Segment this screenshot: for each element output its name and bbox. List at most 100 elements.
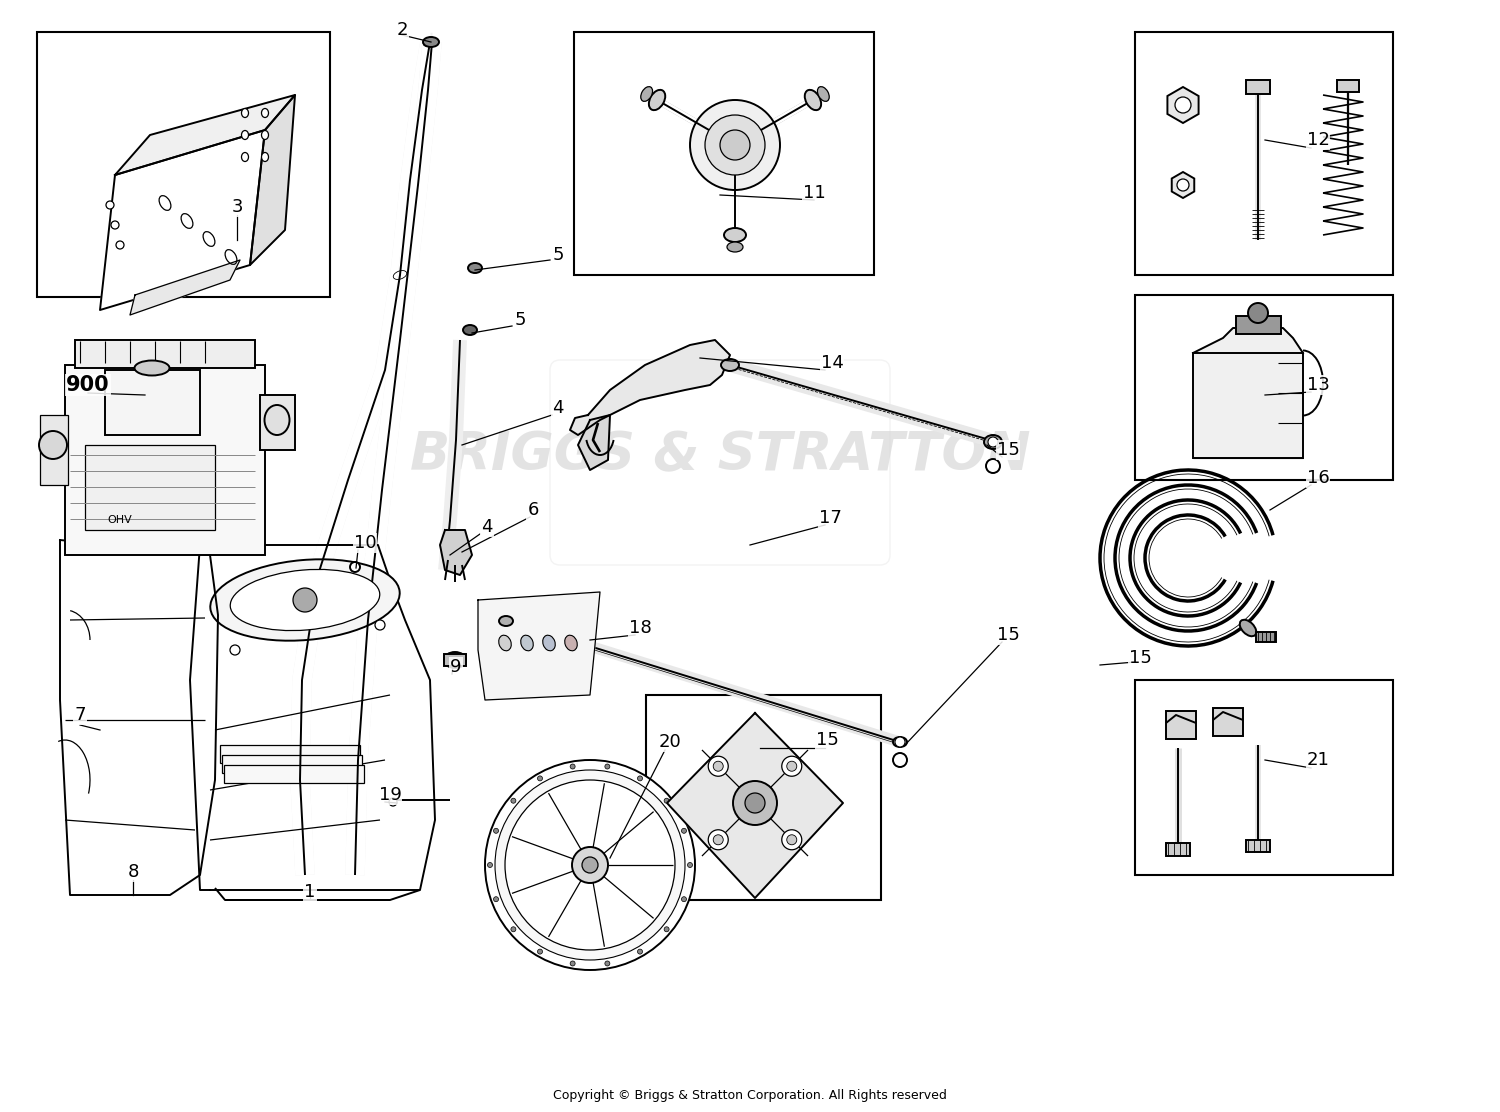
Ellipse shape (225, 249, 237, 265)
Text: 19: 19 (378, 786, 402, 804)
Text: 8: 8 (128, 863, 138, 881)
Ellipse shape (984, 435, 1002, 449)
Polygon shape (440, 530, 472, 575)
Polygon shape (668, 713, 843, 898)
Circle shape (664, 798, 669, 803)
Circle shape (375, 620, 386, 631)
Circle shape (712, 762, 723, 772)
Text: 1: 1 (304, 883, 315, 901)
Ellipse shape (444, 652, 466, 668)
Circle shape (1178, 179, 1190, 191)
Bar (1136, 295, 1394, 480)
Circle shape (570, 961, 574, 966)
Bar (1166, 711, 1196, 739)
Ellipse shape (159, 196, 171, 210)
Text: 16: 16 (1306, 469, 1329, 487)
Circle shape (494, 896, 498, 902)
Bar (1166, 843, 1190, 856)
Text: 4: 4 (482, 518, 492, 536)
Circle shape (690, 100, 780, 190)
Text: OHV: OHV (108, 515, 132, 525)
Bar (1246, 840, 1270, 852)
Circle shape (892, 753, 908, 767)
Circle shape (664, 926, 669, 932)
Ellipse shape (242, 109, 249, 118)
Polygon shape (100, 130, 266, 310)
Circle shape (488, 863, 492, 867)
Bar (40, 415, 68, 485)
Text: 900: 900 (66, 375, 110, 395)
Text: 18: 18 (628, 619, 651, 637)
Text: 7: 7 (74, 706, 86, 724)
Bar (444, 654, 466, 666)
Bar (224, 765, 364, 783)
Circle shape (570, 764, 574, 770)
Ellipse shape (423, 37, 439, 47)
Bar (75, 340, 255, 368)
Circle shape (106, 201, 114, 209)
Text: 6: 6 (528, 502, 538, 519)
Circle shape (292, 588, 316, 612)
Text: 14: 14 (821, 354, 843, 373)
Bar (1136, 681, 1394, 875)
Text: 12: 12 (1306, 131, 1329, 149)
Circle shape (494, 828, 498, 833)
Ellipse shape (892, 737, 908, 747)
Ellipse shape (640, 87, 652, 101)
Text: 15: 15 (1128, 649, 1152, 667)
Ellipse shape (818, 87, 830, 101)
Ellipse shape (261, 130, 268, 139)
Text: 2: 2 (396, 21, 408, 39)
Ellipse shape (806, 90, 820, 110)
Text: 17: 17 (819, 509, 842, 527)
Ellipse shape (564, 635, 578, 651)
Text: BRIGGS & STRATTON: BRIGGS & STRATTON (410, 429, 1030, 481)
Text: 11: 11 (802, 183, 825, 202)
Circle shape (495, 770, 686, 960)
Bar (1256, 632, 1276, 642)
Text: 15: 15 (996, 626, 1020, 644)
Circle shape (782, 830, 802, 850)
Text: 15: 15 (816, 731, 839, 749)
Polygon shape (1192, 328, 1304, 353)
Circle shape (712, 835, 723, 845)
Circle shape (687, 863, 693, 867)
Circle shape (705, 115, 765, 175)
Bar (64, 365, 266, 555)
Polygon shape (130, 260, 240, 315)
Bar (1336, 80, 1359, 92)
Ellipse shape (722, 359, 740, 371)
Ellipse shape (135, 360, 170, 376)
Text: Copyright © Briggs & Stratton Corporation. All Rights reserved: Copyright © Briggs & Stratton Corporatio… (554, 1089, 946, 1102)
Circle shape (1174, 97, 1191, 113)
Circle shape (788, 835, 796, 845)
Ellipse shape (468, 264, 482, 274)
Text: 5: 5 (514, 311, 525, 329)
Polygon shape (190, 545, 435, 890)
Circle shape (537, 776, 543, 781)
Text: 4: 4 (552, 399, 564, 417)
Polygon shape (478, 592, 600, 699)
Ellipse shape (261, 109, 268, 118)
Circle shape (388, 798, 398, 806)
Text: 9: 9 (450, 658, 462, 676)
Bar (1236, 316, 1281, 334)
Ellipse shape (210, 559, 399, 641)
Circle shape (111, 221, 118, 229)
Circle shape (350, 562, 360, 572)
Circle shape (1248, 302, 1268, 322)
Circle shape (746, 793, 765, 813)
Ellipse shape (448, 655, 462, 665)
Text: 5: 5 (552, 246, 564, 264)
Text: 3: 3 (231, 198, 243, 216)
Ellipse shape (202, 231, 214, 247)
Bar (1136, 32, 1394, 275)
Circle shape (788, 762, 796, 772)
Text: 21: 21 (1306, 751, 1329, 770)
Ellipse shape (230, 569, 380, 631)
Bar (646, 695, 880, 900)
Bar (1192, 353, 1304, 458)
Bar (1214, 708, 1243, 736)
Bar (86, 445, 214, 530)
Circle shape (720, 130, 750, 160)
